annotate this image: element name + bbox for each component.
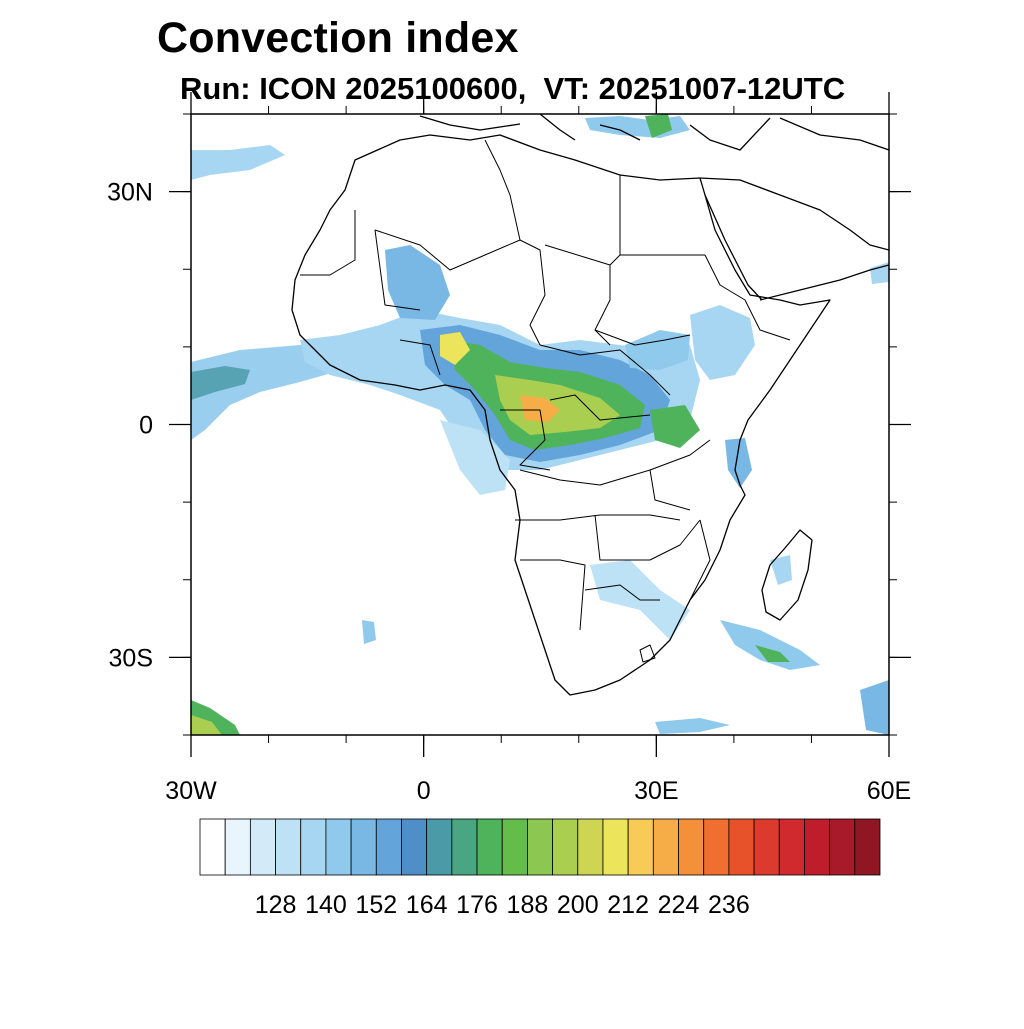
chart-title: Convection index — [157, 14, 519, 62]
colorbar-swatch — [249, 818, 276, 876]
europe-coastline — [419, 114, 889, 151]
colorbar-swatch — [627, 818, 654, 876]
colorbar-swatch — [375, 818, 402, 876]
colorbar-label: 212 — [607, 891, 649, 919]
coastlines — [291, 114, 889, 696]
colorbar-swatch — [728, 818, 755, 876]
colorbar-swatch — [275, 818, 302, 876]
colorbar-label: 140 — [305, 891, 347, 919]
convection-area-arabia-east — [870, 262, 889, 284]
convection-area-sahel-north — [385, 245, 450, 320]
border-line — [649, 469, 691, 511]
convection-area-st-helena — [362, 620, 376, 644]
colorbar-label: 152 — [355, 891, 397, 919]
border-line — [544, 244, 611, 346]
convection-area-south-ocean — [655, 718, 730, 734]
border-line — [549, 394, 651, 421]
lon-tick-label: 0 — [417, 777, 431, 805]
convection-area-sw-corner-hot — [191, 715, 222, 735]
colorbar-swatch — [426, 818, 453, 876]
lon-tick-label: 60E — [867, 777, 911, 805]
colorbar-swatch — [804, 818, 831, 876]
border-line — [594, 329, 691, 346]
colorbar-swatch — [199, 818, 226, 876]
colorbar-label: 176 — [456, 891, 498, 919]
convection-area-se-corner — [860, 680, 889, 735]
colorbar-swatch — [602, 818, 629, 876]
colorbar-label: 164 — [406, 891, 448, 919]
lat-tick-label: 30S — [109, 644, 153, 672]
border-line — [515, 514, 681, 521]
convection-area-madagascar — [770, 555, 792, 585]
border-line — [639, 644, 656, 663]
border-line — [399, 339, 441, 376]
colorbar-swatch — [678, 818, 705, 876]
border-line — [704, 254, 791, 341]
colorbar-swatch — [501, 818, 528, 876]
colorbar-swatch — [829, 818, 856, 876]
colorbar-swatch — [350, 818, 377, 876]
convection-area-mediterranean — [585, 116, 690, 138]
convection-field — [191, 114, 889, 735]
border-line — [374, 139, 521, 271]
colorbar-swatch — [300, 818, 327, 876]
border-line — [300, 210, 356, 276]
colorbar-swatch — [652, 818, 679, 876]
colorbar-swatch — [552, 818, 579, 876]
colorbar: 128 140 152 164 176 188 200 212 224 236 — [199, 818, 881, 919]
convection-area-lake-victoria — [650, 405, 700, 448]
convection-area-gulf-guinea — [440, 420, 510, 495]
lat-tick-label: 30N — [107, 179, 153, 207]
africa-coastline — [291, 134, 831, 696]
convection-area-south-indian — [720, 620, 820, 670]
convection-area-nigeria-peak — [440, 332, 470, 365]
colorbar-swatch — [476, 818, 503, 876]
colorbar-swatch — [778, 818, 805, 876]
red-sea — [704, 194, 763, 301]
chart-subtitle: Run: ICON 2025100600, VT: 20251007-12UTC — [180, 71, 846, 106]
colorbar-label: 128 — [255, 891, 297, 919]
country-borders — [300, 139, 791, 663]
colorbar-swatch — [224, 818, 251, 876]
colorbar-swatch — [451, 818, 478, 876]
border-line — [539, 344, 671, 396]
colorbar-label: 200 — [557, 891, 599, 919]
colorbar-swatch — [527, 818, 553, 876]
convection-area-east-africa — [690, 305, 755, 380]
arabia-coastline — [699, 177, 889, 301]
colorbar-label: 236 — [708, 891, 750, 919]
colorbar-label: 188 — [507, 891, 549, 919]
madagascar-coastline — [761, 529, 813, 621]
colorbar-swatch — [577, 818, 604, 876]
convection-area-ethiopia — [625, 330, 690, 370]
convection-area-congo-peak — [520, 395, 560, 422]
colorbar-swatch — [854, 818, 881, 876]
border-line — [689, 519, 711, 601]
border-line — [520, 559, 586, 631]
lon-tick-label: 30E — [634, 777, 678, 805]
colorbar-label: 224 — [658, 891, 700, 919]
lon-tick-label: 30W — [165, 777, 217, 805]
colorbar-swatch — [325, 818, 352, 876]
border-line — [500, 409, 551, 471]
convection-area-mediterranean-core — [645, 114, 672, 138]
lat-tick-label: 0 — [139, 412, 153, 440]
colorbar-swatch — [401, 818, 428, 876]
convection-area-south-indian-green — [755, 645, 790, 662]
border-line — [584, 584, 660, 601]
map-axes: 30W 0 30E 60E 30N 0 30S — [107, 92, 911, 805]
colorbar-swatch — [753, 818, 780, 876]
convection-area-north-atlantic — [191, 145, 285, 180]
border-line — [374, 229, 421, 311]
border-line — [594, 514, 701, 561]
border-line — [609, 254, 705, 266]
convection-area-atlantic-core — [191, 366, 250, 400]
border-line — [519, 239, 546, 346]
colorbar-swatch — [703, 818, 730, 876]
convection-area-kenya-coast — [725, 438, 752, 488]
border-line — [519, 439, 711, 486]
